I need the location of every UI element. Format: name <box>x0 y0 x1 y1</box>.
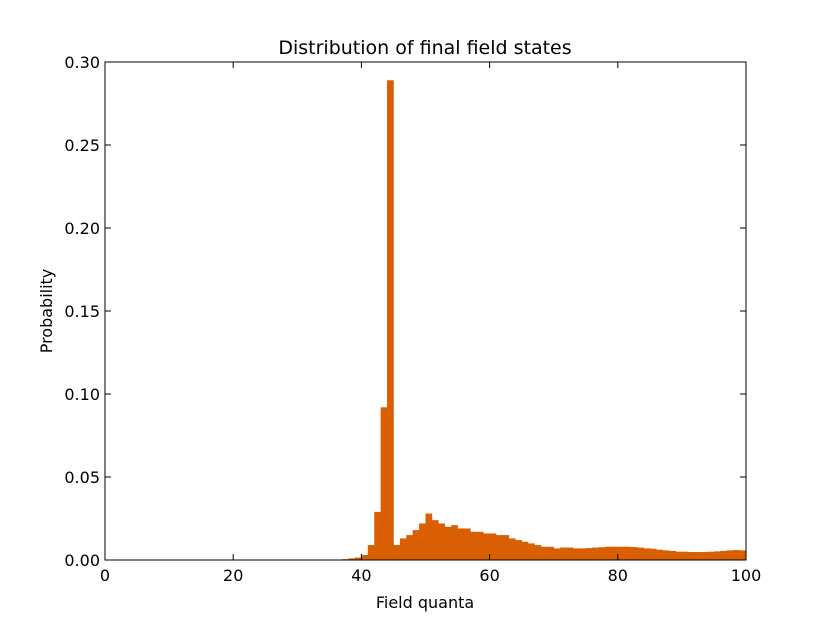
histogram-bar <box>701 552 708 560</box>
histogram-bar <box>534 545 542 560</box>
histogram-bar <box>572 548 580 560</box>
histogram-bar <box>566 547 574 560</box>
histogram-bar <box>502 535 510 560</box>
histogram-bar <box>739 550 747 560</box>
histogram-bar <box>419 523 426 560</box>
histogram-bar <box>720 550 728 560</box>
histogram-bar <box>624 546 631 560</box>
histogram-bar <box>592 547 599 560</box>
histogram-bar <box>489 533 497 560</box>
histogram-bar <box>675 551 683 560</box>
histogram-bar <box>457 528 465 560</box>
plot-frame <box>104 61 747 561</box>
histogram-bar <box>374 511 381 560</box>
x-axis-label: Field quanta <box>376 593 474 612</box>
histogram-bar <box>662 550 670 560</box>
histogram-bar <box>688 552 696 560</box>
histogram-bar <box>585 548 593 560</box>
histogram-bar <box>681 551 689 560</box>
histogram-bar <box>380 407 388 560</box>
bars-group <box>335 80 747 560</box>
histogram-bar <box>463 528 471 560</box>
histogram-bar <box>470 531 478 560</box>
histogram-bar <box>598 547 606 560</box>
histogram-bar <box>617 546 625 560</box>
x-tick-label: 0 <box>100 566 110 585</box>
histogram-bar <box>444 526 452 560</box>
histogram-bar <box>540 546 548 560</box>
histogram-bar <box>476 531 484 560</box>
y-tick-label: 0.00 <box>64 551 100 570</box>
y-tick-label: 0.15 <box>64 302 100 321</box>
histogram-bar <box>649 548 657 560</box>
x-tick-label: 40 <box>351 566 371 585</box>
histogram-bar <box>726 550 734 560</box>
histogram-bar <box>643 548 651 560</box>
y-tick-label: 0.30 <box>64 53 100 72</box>
y-tick-label: 0.10 <box>64 385 100 404</box>
histogram-bar <box>713 551 721 560</box>
histogram-bar <box>387 80 394 560</box>
histogram-bar <box>515 540 522 560</box>
histogram-bar <box>521 541 529 560</box>
histogram-bar <box>508 538 516 560</box>
histogram-bar <box>528 543 535 560</box>
histogram-bar <box>553 548 561 560</box>
histogram-bar <box>656 549 663 560</box>
histogram-bar <box>669 550 676 560</box>
histogram-bar <box>399 538 407 560</box>
x-tick-label: 80 <box>608 566 628 585</box>
x-tick-label: 20 <box>223 566 243 585</box>
histogram-bar <box>354 557 362 560</box>
histogram-bar <box>630 547 638 560</box>
histogram-bar <box>451 525 458 560</box>
histogram-bar <box>361 555 369 560</box>
histogram-bar <box>694 552 702 560</box>
histogram-bar <box>483 533 490 560</box>
histogram-bar <box>367 545 375 560</box>
histogram-bar <box>707 551 715 560</box>
histogram-bar <box>496 535 503 560</box>
ticks-group: 0 20 40 60 80 100 0.00 0.05 0.10 0.15 0.20 0.25 0.30 <box>64 53 761 585</box>
histogram-bar <box>560 547 567 560</box>
x-tick-label: 100 <box>731 566 762 585</box>
y-tick-label: 0.20 <box>64 219 100 238</box>
histogram-bar <box>733 550 740 560</box>
x-tick-label: 60 <box>479 566 499 585</box>
histogram-bar <box>604 546 612 560</box>
histogram-bar <box>412 530 420 560</box>
histogram-bar <box>425 513 433 560</box>
histogram-bar <box>438 523 446 560</box>
y-axis-label: Probability <box>37 269 56 354</box>
y-tick-label: 0.05 <box>64 468 100 487</box>
histogram-bar <box>348 558 356 560</box>
histogram-bar <box>393 545 401 560</box>
histogram-bar <box>431 520 439 560</box>
histogram-bar <box>579 548 587 560</box>
y-tick-label: 0.25 <box>64 136 100 155</box>
chart-title: Distribution of final field states <box>278 37 571 59</box>
histogram-bar <box>637 547 644 560</box>
histogram-bar <box>406 535 413 560</box>
histogram-bar <box>547 546 554 560</box>
histogram-bar <box>611 546 619 560</box>
